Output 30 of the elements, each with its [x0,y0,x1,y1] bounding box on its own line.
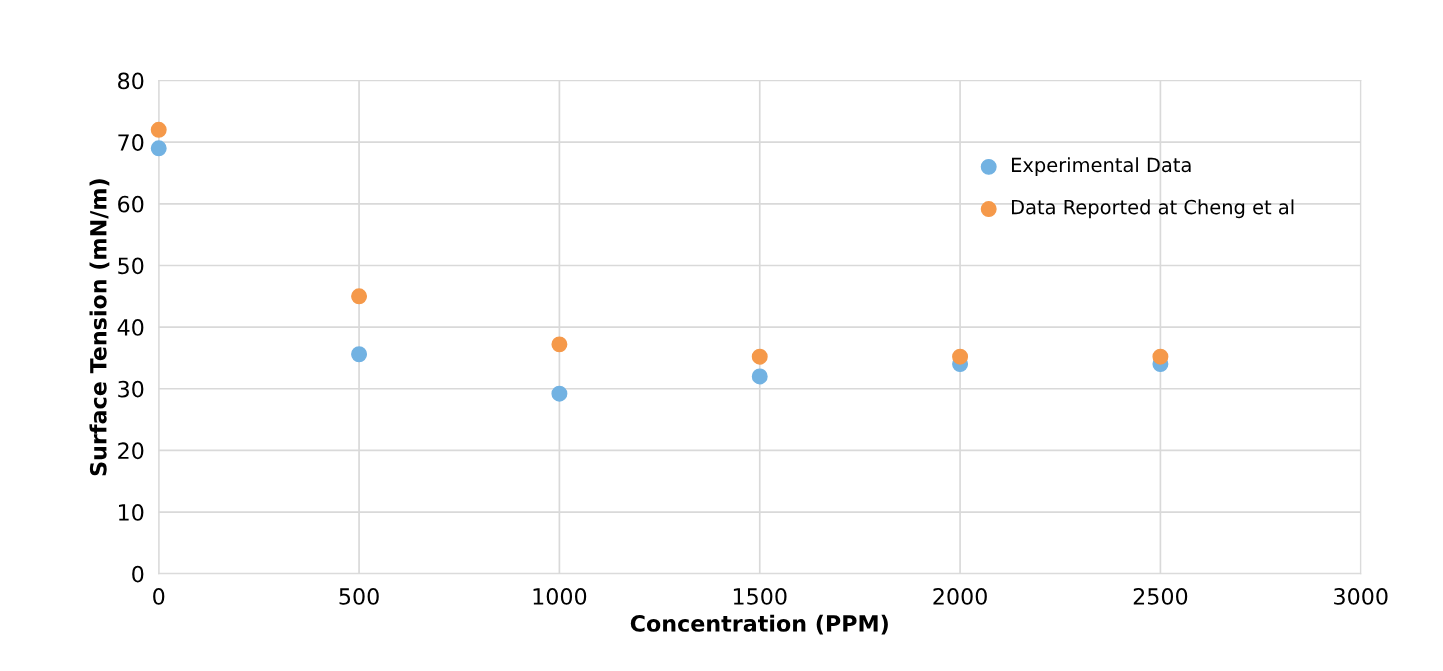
y-tick-label: 0 [132,565,144,583]
point [351,288,368,305]
x-axis-title: Concentration (PPM) [630,614,888,635]
x-tick-label: 2000 [933,587,987,605]
y-tick-label: 10 [119,504,144,521]
y-tick-label: 20 [118,442,144,460]
y-tick-label: 40 [117,319,144,336]
x-tick-label: 500 [339,587,379,605]
x-tick-label: 3000 [1334,587,1388,605]
y-tick-label: 50 [118,257,144,275]
point [1152,348,1169,365]
y-axis-title: Surface Tension (mN/m) [89,179,110,476]
point [952,348,969,365]
y-tick-label: 70 [118,134,144,151]
x-tick-label: 1000 [533,587,587,605]
x-tick-label: 2500 [1133,587,1188,605]
point [551,385,568,402]
point [150,121,167,138]
point [751,368,768,385]
legend-label: Data Reported at Cheng et al [1012,199,1294,219]
point [150,140,167,157]
y-tick-label: 30 [118,380,144,398]
y-tick-label: 80 [118,72,144,90]
point [751,348,768,365]
x-tick-label: 1500 [733,587,787,605]
point [551,336,568,353]
y-tick-label: 60 [118,195,144,213]
x-tick-label: 0 [153,587,165,605]
legend-label: Experimental Data [1012,157,1191,177]
point [351,346,368,363]
